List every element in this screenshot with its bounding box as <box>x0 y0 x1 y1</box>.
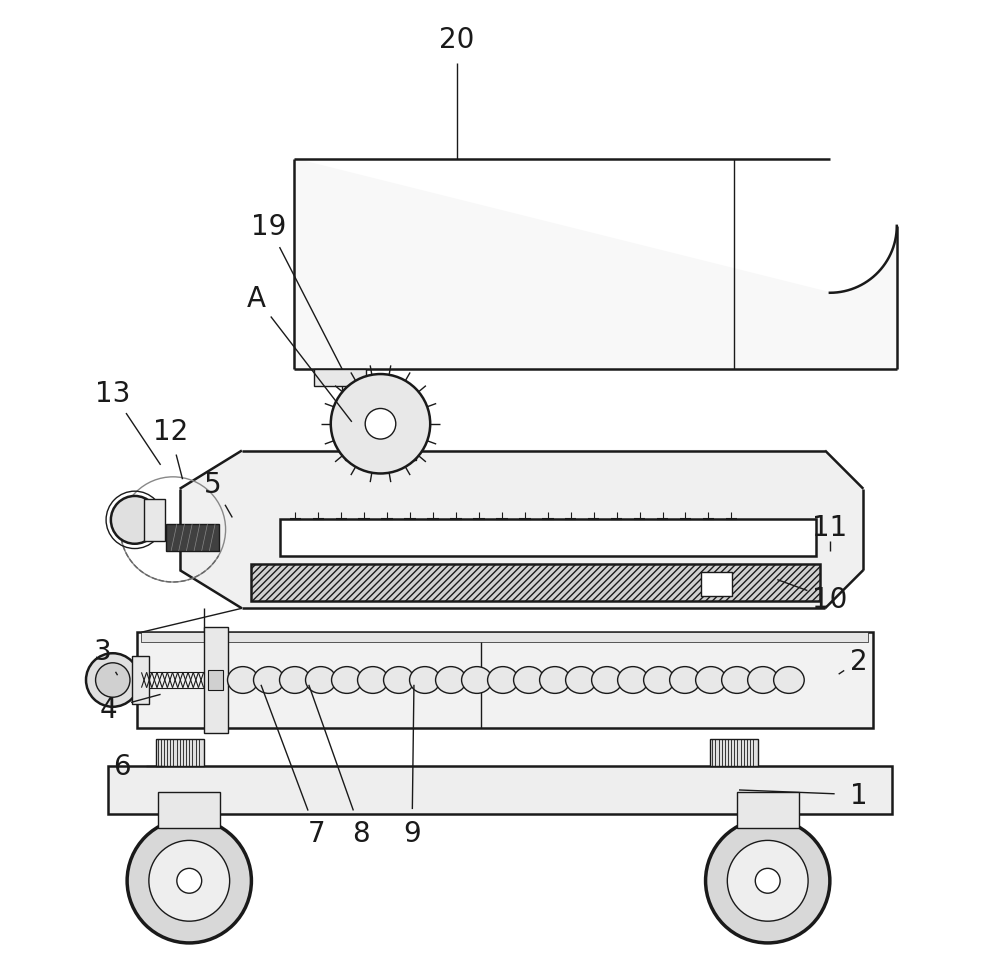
Text: 19: 19 <box>251 212 286 240</box>
Bar <box>204 628 228 733</box>
Ellipse shape <box>332 667 362 694</box>
Bar <box>141 633 868 642</box>
Bar <box>251 565 820 601</box>
Ellipse shape <box>462 667 492 694</box>
Polygon shape <box>294 160 897 370</box>
Ellipse shape <box>592 667 622 694</box>
Bar <box>280 519 816 556</box>
Circle shape <box>706 819 830 943</box>
Ellipse shape <box>618 667 648 694</box>
Text: 10: 10 <box>812 585 848 613</box>
Text: 1: 1 <box>850 781 867 809</box>
Circle shape <box>755 868 780 893</box>
Ellipse shape <box>540 667 570 694</box>
Ellipse shape <box>384 667 414 694</box>
Ellipse shape <box>644 667 674 694</box>
Bar <box>208 671 223 690</box>
Text: 5: 5 <box>204 471 222 498</box>
Bar <box>314 370 366 387</box>
Ellipse shape <box>748 667 778 694</box>
Text: 6: 6 <box>114 752 131 780</box>
Ellipse shape <box>306 667 336 694</box>
Bar <box>158 792 220 828</box>
Circle shape <box>727 840 808 922</box>
Ellipse shape <box>436 667 466 694</box>
Ellipse shape <box>228 667 258 694</box>
Ellipse shape <box>254 667 284 694</box>
Ellipse shape <box>488 667 518 694</box>
Ellipse shape <box>722 667 752 694</box>
Text: 13: 13 <box>95 380 130 408</box>
Ellipse shape <box>566 667 596 694</box>
Circle shape <box>96 663 130 698</box>
Bar <box>137 633 873 728</box>
Bar <box>108 766 892 814</box>
Bar <box>144 499 165 542</box>
Text: 2: 2 <box>850 647 867 675</box>
Text: 4: 4 <box>99 695 117 723</box>
Bar <box>701 573 732 596</box>
Ellipse shape <box>410 667 440 694</box>
Bar <box>132 656 149 704</box>
Ellipse shape <box>280 667 310 694</box>
Bar <box>710 739 758 766</box>
Ellipse shape <box>358 667 388 694</box>
Text: 8: 8 <box>353 819 370 847</box>
Circle shape <box>149 840 230 922</box>
Text: 12: 12 <box>153 418 188 446</box>
Bar <box>166 524 219 551</box>
Text: 7: 7 <box>308 819 325 847</box>
Circle shape <box>365 409 396 440</box>
Ellipse shape <box>696 667 726 694</box>
Ellipse shape <box>514 667 544 694</box>
Polygon shape <box>180 452 863 609</box>
Circle shape <box>127 819 251 943</box>
Text: A: A <box>247 284 266 312</box>
Bar <box>737 792 799 828</box>
Circle shape <box>111 496 159 545</box>
Bar <box>156 739 204 766</box>
Bar <box>345 391 416 460</box>
Text: 3: 3 <box>94 638 112 666</box>
Text: 9: 9 <box>403 819 421 847</box>
Ellipse shape <box>670 667 700 694</box>
Text: 11: 11 <box>812 514 847 542</box>
Circle shape <box>331 375 430 474</box>
Text: 20: 20 <box>439 26 475 54</box>
Circle shape <box>177 868 202 893</box>
Circle shape <box>86 653 140 707</box>
Ellipse shape <box>774 667 804 694</box>
